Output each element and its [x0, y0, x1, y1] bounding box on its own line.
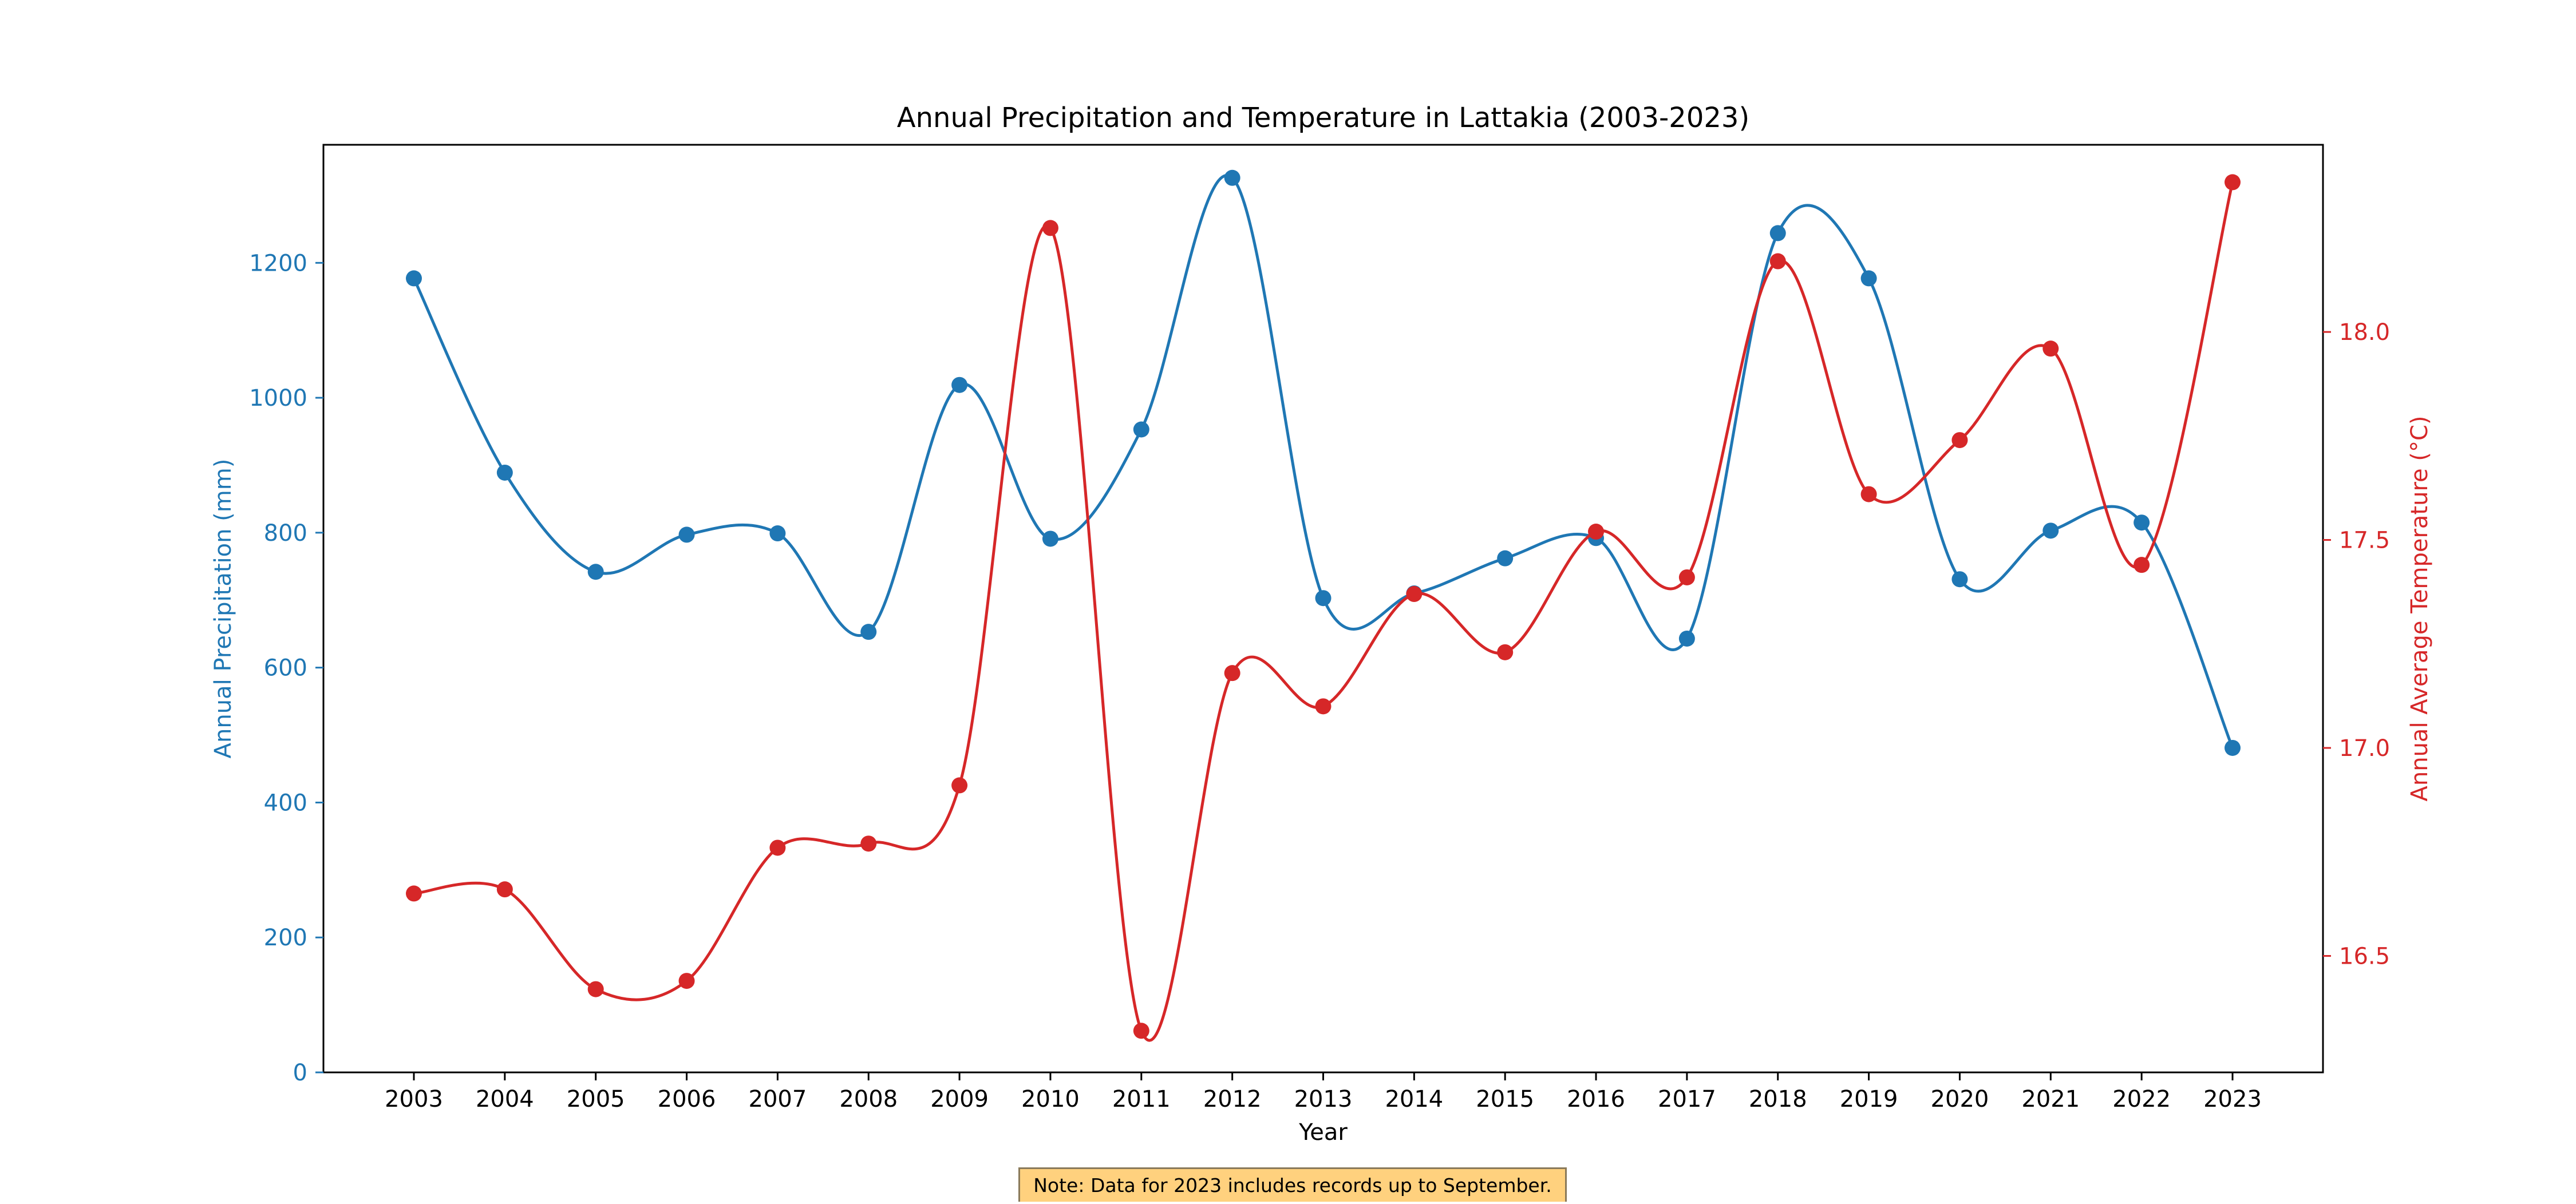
- x-tick-label: 2023: [2203, 1086, 2262, 1112]
- x-axis-label: Year: [1298, 1119, 1348, 1146]
- temperature-point: [1678, 569, 1695, 585]
- right-y-tick-label: 17.5: [2339, 528, 2390, 554]
- left-y-tick-label: 800: [264, 520, 307, 546]
- x-tick-label: 2011: [1112, 1086, 1171, 1112]
- temperature-point: [769, 839, 786, 856]
- left-y-tick-label: 0: [293, 1060, 307, 1086]
- precipitation-point: [1042, 530, 1058, 547]
- x-tick-label: 2010: [1021, 1086, 1080, 1112]
- temperature-point: [678, 973, 695, 989]
- temperature-point: [1133, 1023, 1149, 1039]
- right-y-tick-label: 16.5: [2339, 943, 2390, 969]
- precipitation-point: [951, 377, 968, 393]
- precipitation-point: [496, 464, 513, 481]
- temperature-point: [1951, 432, 1968, 449]
- precipitation-point: [860, 624, 877, 640]
- x-tick-label: 2014: [1385, 1086, 1443, 1112]
- x-tick-label: 2015: [1476, 1086, 1534, 1112]
- plot-frame: [322, 144, 2324, 1074]
- left-y-tick-label: 400: [264, 790, 307, 816]
- footnote-box: Note: Data for 2023 includes records up …: [1018, 1167, 1567, 1202]
- temperature-point: [406, 885, 422, 902]
- x-tick-label: 2020: [1931, 1086, 1989, 1112]
- precipitation-point: [678, 526, 695, 543]
- left-y-tick-label: 200: [264, 925, 307, 951]
- precipitation-point: [1224, 169, 1240, 186]
- precipitation-point: [2042, 522, 2059, 539]
- x-tick-label: 2012: [1203, 1086, 1262, 1112]
- precipitation-point: [1769, 225, 1786, 241]
- temperature-point: [2134, 557, 2150, 573]
- x-tick-label: 2005: [567, 1086, 625, 1112]
- temperature-point: [951, 777, 968, 794]
- x-tick-label: 2006: [658, 1086, 716, 1112]
- footnote-text: Note: Data for 2023 includes records up …: [1033, 1174, 1552, 1197]
- temperature-point: [1315, 698, 1332, 715]
- x-tick-label: 2007: [749, 1086, 807, 1112]
- precipitation-point: [2225, 739, 2241, 756]
- x-tick-label: 2003: [385, 1086, 443, 1112]
- precipitation-point: [1678, 630, 1695, 647]
- temperature-point: [1406, 586, 1423, 603]
- precipitation-point: [1133, 421, 1149, 438]
- precipitation-point: [406, 270, 422, 287]
- x-tick-label: 2008: [839, 1086, 898, 1112]
- x-tick-label: 2013: [1294, 1086, 1353, 1112]
- temperature-point: [1497, 644, 1514, 660]
- right-y-tick-label: 17.0: [2339, 735, 2390, 762]
- left-y-tick-label: 1000: [249, 385, 307, 411]
- right-y-axis-label: Annual Average Temperature (°C): [2407, 416, 2433, 802]
- precipitation-point: [1497, 550, 1514, 567]
- temperature-point: [1042, 220, 1058, 236]
- precipitation-line: [412, 174, 2234, 748]
- temperature-point: [2042, 340, 2059, 357]
- x-tick-label: 2022: [2112, 1086, 2171, 1112]
- precipitation-point: [1860, 270, 1877, 287]
- precipitation-point: [1951, 571, 1968, 588]
- x-tick-label: 2004: [476, 1086, 534, 1112]
- x-tick-label: 2017: [1658, 1086, 1716, 1112]
- precipitation-point: [587, 564, 604, 580]
- precipitation-point: [2134, 514, 2150, 531]
- chart-title: Annual Precipitation and Temperature in …: [897, 102, 1749, 134]
- x-tick-label: 2018: [1749, 1086, 1807, 1112]
- precipitation-point: [769, 525, 786, 542]
- x-tick-label: 2019: [1840, 1086, 1898, 1112]
- left-y-tick-label: 1200: [249, 250, 307, 276]
- temperature-point: [860, 835, 877, 852]
- temperature-point: [1588, 524, 1605, 540]
- temperature-point: [1769, 253, 1786, 270]
- temperature-point: [496, 881, 513, 898]
- temperature-point: [1224, 665, 1240, 682]
- x-tick-label: 2009: [930, 1086, 989, 1112]
- temperature-point: [1860, 486, 1877, 502]
- temperature-line: [413, 181, 2234, 1042]
- left-y-tick-label: 600: [264, 655, 307, 682]
- precipitation-point: [1315, 590, 1332, 607]
- right-y-tick-label: 18.0: [2339, 319, 2390, 346]
- x-tick-label: 2021: [2021, 1086, 2080, 1112]
- x-tick-label: 2016: [1567, 1086, 1625, 1112]
- left-y-axis-label: Annual Precipitation (mm): [210, 459, 236, 759]
- temperature-point: [2225, 174, 2241, 191]
- temperature-point: [587, 981, 604, 997]
